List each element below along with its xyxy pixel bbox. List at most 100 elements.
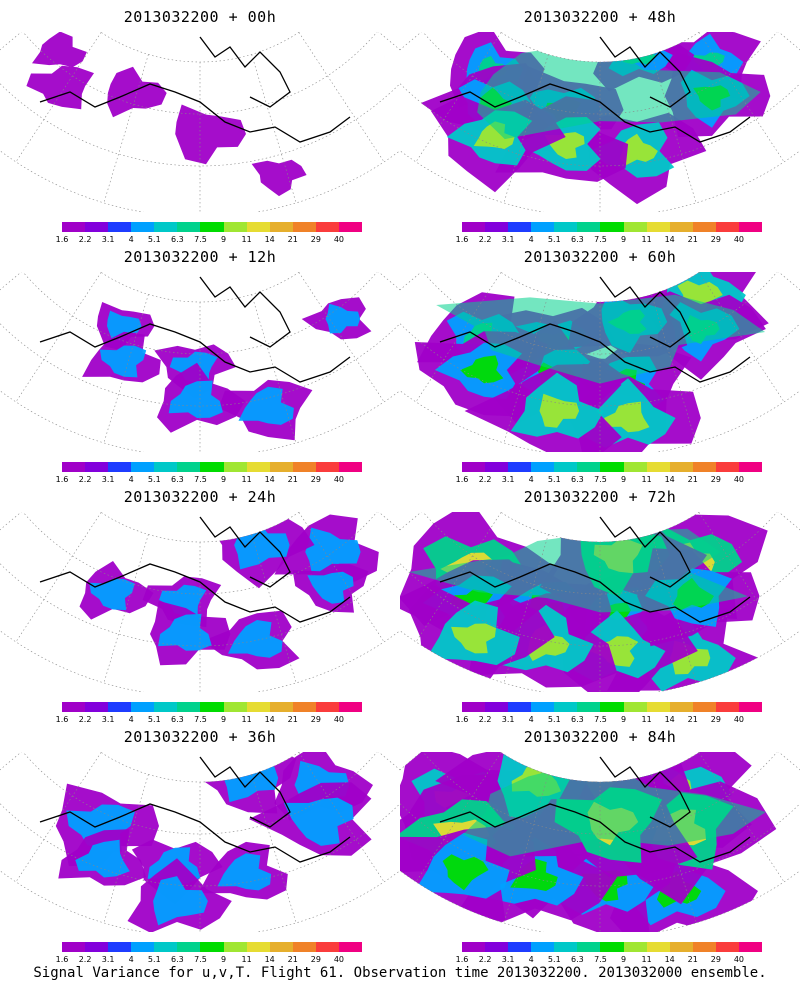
colorbar-segment — [531, 702, 555, 712]
colorbar-tick-label: 5.1 — [547, 235, 561, 244]
colorbar-segment — [269, 462, 293, 472]
colorbar-segment — [715, 462, 739, 472]
colorbar-tick-label: 5.1 — [147, 475, 161, 484]
colorbar-segment — [315, 222, 339, 232]
colorbar-segment — [338, 222, 363, 232]
variance-field — [82, 297, 372, 441]
colorbar-tick-label: 14 — [664, 235, 675, 244]
map-panel: 2013032200 + 12h 1.6 2.2 3.1 4 5.1 6.3 7.5 9 11 14… — [0, 240, 400, 484]
panel-title: 2013032200 + 60h — [523, 248, 677, 266]
colorbar-segment — [623, 462, 647, 472]
colorbar-segment — [554, 222, 578, 232]
coastlines — [39, 36, 351, 143]
colorbar-segment — [85, 222, 109, 232]
colorbar — [462, 942, 763, 952]
colorbar-tick-label: 4 — [128, 235, 134, 244]
colorbar-tick-label: 14 — [664, 715, 675, 724]
colorbar-segment — [508, 462, 532, 472]
colorbar-segment — [108, 942, 132, 952]
colorbar-tick-label: 40 — [333, 955, 345, 964]
coastlines — [439, 516, 751, 623]
colorbar-segment — [62, 462, 86, 472]
colorbar-tick-label: 29 — [710, 715, 721, 724]
colorbar-segment — [462, 462, 486, 472]
coastlines — [439, 276, 751, 383]
colorbar-tick-label: 6.3 — [571, 715, 584, 724]
colorbar-segment — [462, 702, 486, 712]
colorbar-labels: 1.6 2.2 3.1 4 5.1 6.3 7.5 9 11 14 21 29 40 — [56, 715, 362, 725]
colorbar — [62, 222, 363, 232]
colorbar-segment — [508, 702, 532, 712]
colorbar-segment — [269, 702, 293, 712]
colorbar-segment — [577, 222, 601, 232]
colorbar-tick-label: 11 — [641, 715, 652, 724]
colorbar-segment — [669, 942, 693, 952]
colorbar-segment — [85, 462, 109, 472]
colorbar-segment — [715, 702, 739, 712]
colorbar-tick-label: 40 — [733, 235, 745, 244]
colorbar-tick-label: 3.1 — [501, 235, 515, 244]
colorbar-segment — [738, 462, 763, 472]
map-panel: 2013032200 + 00h 1.6 2.2 3.1 4 5.1 6.3 7.5 9 11 14… — [0, 0, 400, 244]
colorbar — [462, 462, 763, 472]
colorbar-segment — [623, 942, 647, 952]
colorbar-tick-label: 7.5 — [594, 235, 607, 244]
colorbar-tick-label: 21 — [287, 715, 298, 724]
colorbar-segment — [223, 222, 247, 232]
colorbar-segment — [531, 462, 555, 472]
colorbar-tick-label: 11 — [241, 235, 252, 244]
panel-title: 2013032200 + 48h — [523, 8, 677, 26]
colorbar-segment — [554, 462, 578, 472]
colorbar-tick-label: 40 — [333, 235, 345, 244]
colorbar-tick-label: 40 — [733, 475, 745, 484]
colorbar-segment — [338, 942, 363, 952]
colorbar-segment — [131, 942, 155, 952]
colorbar-tick-label: 9 — [620, 475, 627, 484]
colorbar-segment — [292, 702, 316, 712]
variance-map — [0, 32, 400, 212]
colorbar-segment — [154, 222, 178, 232]
colorbar-segment — [62, 702, 86, 712]
colorbar-tick-label: 40 — [733, 715, 745, 724]
colorbar-tick-label: 5.1 — [547, 715, 561, 724]
colorbar-segment — [577, 942, 601, 952]
colorbar-tick-label: 2.2 — [78, 955, 92, 964]
colorbar-segment — [738, 702, 763, 712]
colorbar-segment — [577, 462, 601, 472]
variance-map — [0, 272, 400, 452]
colorbar-tick-label: 11 — [641, 955, 652, 964]
colorbar-segment — [600, 942, 624, 952]
colorbar-segment — [738, 222, 763, 232]
variance-map — [400, 512, 800, 692]
colorbar-tick-label: 7.5 — [194, 715, 207, 724]
colorbar-segment — [600, 702, 624, 712]
colorbar-tick-label: 40 — [333, 715, 345, 724]
colorbar-segment — [269, 222, 293, 232]
colorbar-segment — [315, 702, 339, 712]
colorbar-labels: 1.6 2.2 3.1 4 5.1 6.3 7.5 9 11 14 21 29 40 — [456, 475, 762, 485]
map-panel: 2013032200 + 60h 1.6 2.2 3.1 4 5.1 6.3 7.5 9 11 14… — [400, 240, 800, 484]
figure-caption: Signal Variance for u,v,T. Flight 61. Ob… — [33, 965, 767, 981]
variance-map — [400, 752, 800, 932]
colorbar-tick-label: 7.5 — [194, 955, 207, 964]
colorbar-tick-label: 2.2 — [478, 235, 492, 244]
colorbar-segment — [669, 222, 693, 232]
colorbar-tick-label: 3.1 — [101, 955, 115, 964]
colorbar-segment — [600, 222, 624, 232]
colorbar-segment — [246, 702, 270, 712]
coastlines — [39, 276, 351, 383]
colorbar-tick-label: 4 — [128, 955, 134, 964]
colorbar-tick-label: 7.5 — [594, 715, 607, 724]
colorbar-segment — [692, 942, 716, 952]
colorbar-segment — [292, 222, 316, 232]
colorbar-tick-label: 6.3 — [571, 955, 584, 964]
colorbar-tick-label: 4 — [528, 955, 534, 964]
lat-lon-grid — [0, 272, 400, 452]
colorbar-segment — [200, 942, 224, 952]
variance-map — [0, 752, 400, 932]
colorbar-segment — [692, 222, 716, 232]
colorbar-tick-label: 6.3 — [171, 235, 184, 244]
colorbar-segment — [108, 702, 132, 712]
map-panel: 2013032200 + 72h 1.6 2.2 3.1 4 5.1 6.3 7.5 9 11 14… — [400, 480, 800, 724]
variance-field — [414, 272, 769, 452]
